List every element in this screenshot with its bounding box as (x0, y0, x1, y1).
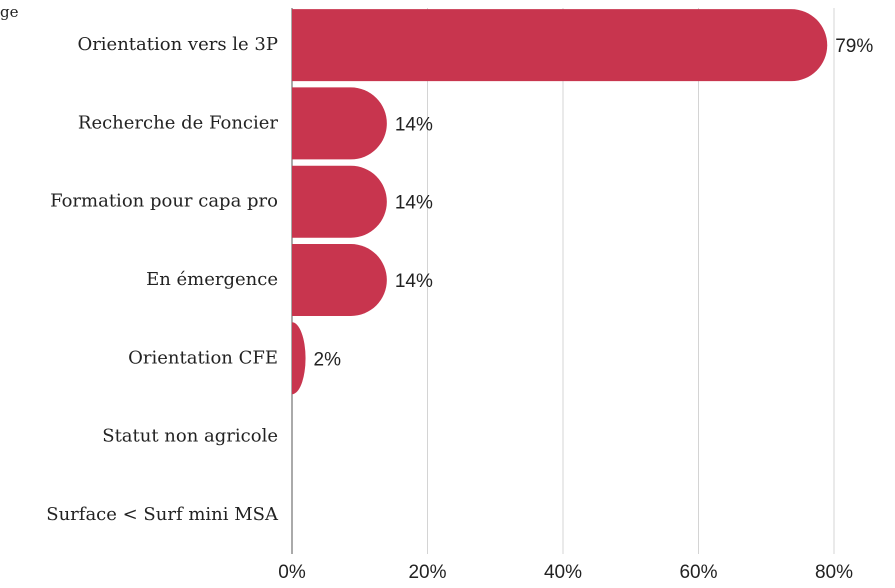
y-tick-label: Statut non agricole (102, 426, 278, 447)
data-label: 14% (395, 193, 433, 214)
y-tick-label: Orientation CFE (128, 347, 278, 368)
y-tick-label: Recherche de Foncier (78, 112, 279, 133)
x-tick-label: 80% (815, 562, 853, 583)
data-label: 2% (314, 349, 342, 370)
bar (292, 322, 306, 395)
x-tick-label: 60% (679, 562, 717, 583)
data-label: 14% (395, 114, 433, 135)
bar (292, 244, 387, 316)
bar (292, 87, 387, 160)
x-tick-label: 0% (278, 562, 306, 583)
x-tick-label: 20% (408, 562, 446, 583)
data-label: 79% (835, 36, 873, 57)
y-tick-label: En émergence (146, 269, 278, 290)
y-tick-label: Formation pour capa pro (50, 191, 278, 212)
y-tick-label: Orientation vers le 3P (77, 34, 278, 55)
chart-title: ge (0, 3, 19, 21)
data-label: 14% (395, 271, 433, 292)
y-tick-label: Surface < Surf mini MSA (46, 504, 279, 525)
bar (292, 165, 387, 238)
bar (292, 9, 828, 82)
x-tick-label: 40% (544, 562, 582, 583)
